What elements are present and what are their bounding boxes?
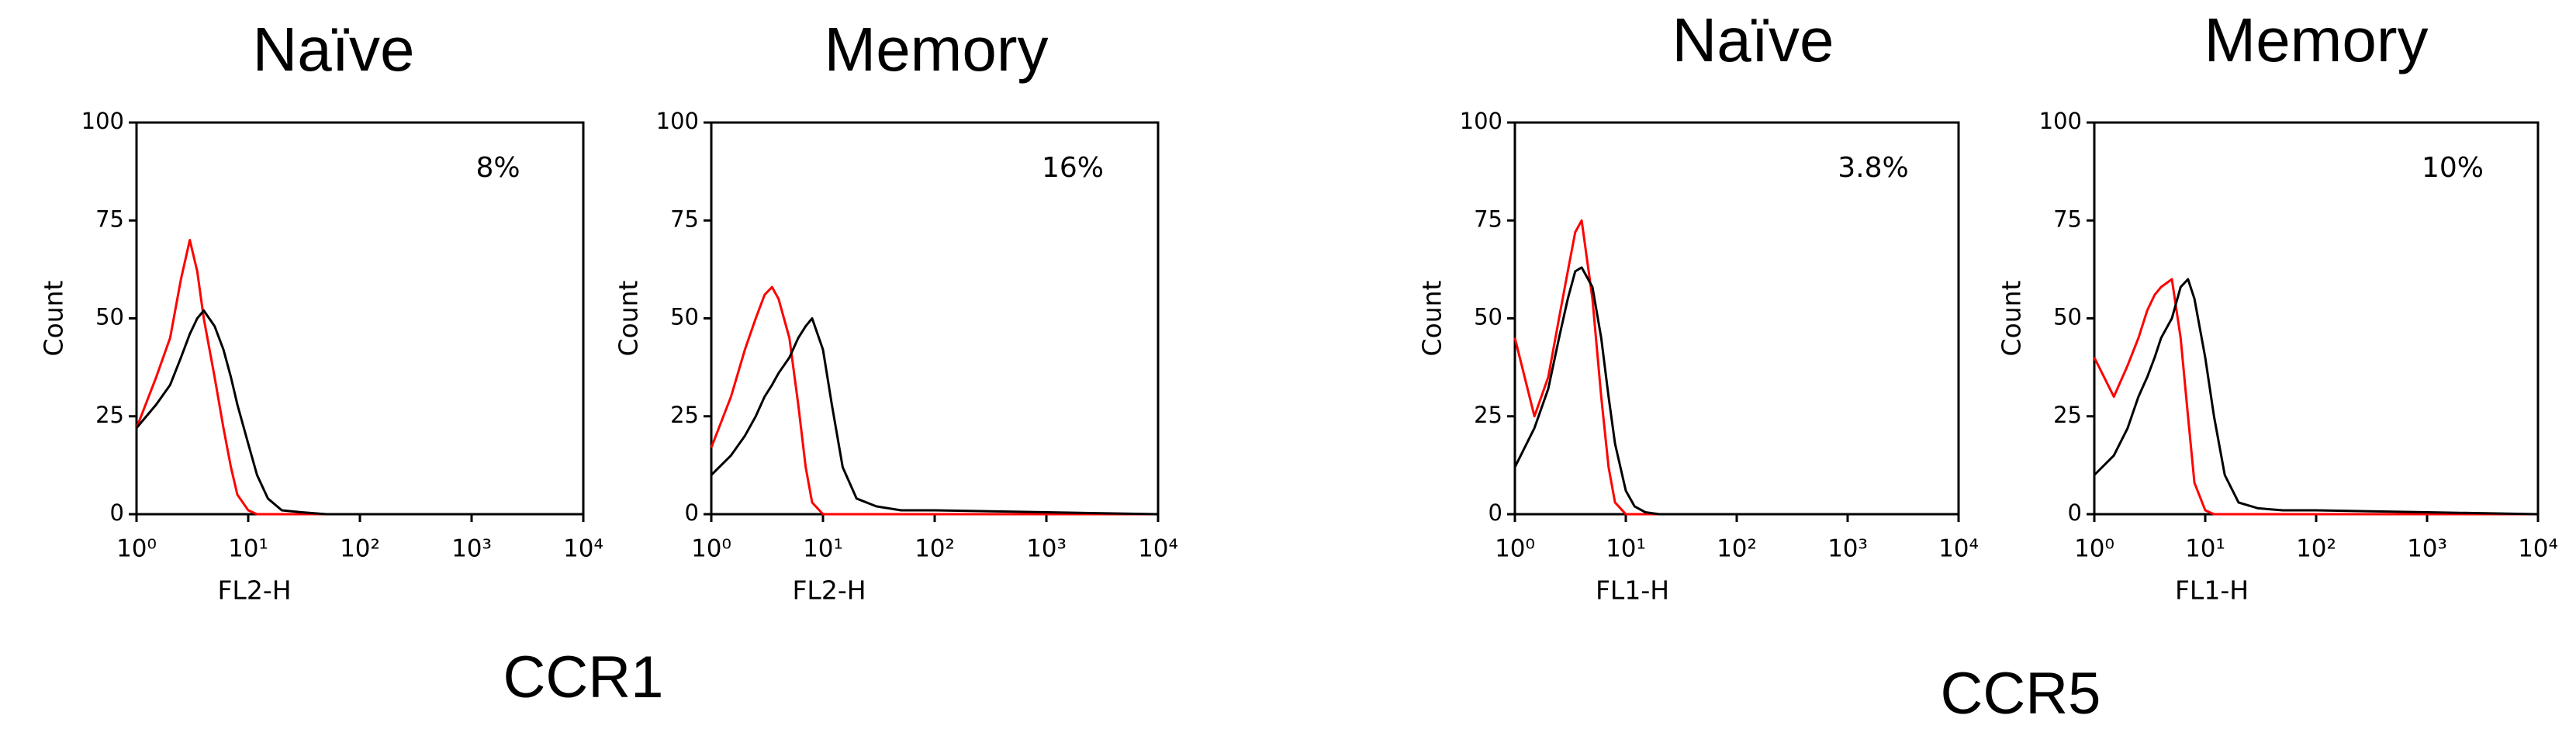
histogram-line <box>135 239 583 516</box>
y-tick-label: 0 <box>110 499 124 526</box>
x-tick-label: 10² <box>340 535 380 563</box>
y-tick-label: 25 <box>95 402 124 428</box>
annotation: 16% <box>1042 152 1104 184</box>
x-tick-label: 10¹ <box>2185 535 2225 563</box>
y-tick-label: 50 <box>1474 304 1502 330</box>
x-tick-label: 10⁴ <box>563 535 603 563</box>
x-axis-label: FL1-H <box>2175 575 2249 606</box>
y-tick-label: 75 <box>1474 206 1502 232</box>
y-tick-label: 25 <box>2053 402 2082 428</box>
chart-title: Naïve <box>1672 5 1834 74</box>
y-tick-label: 100 <box>81 108 124 134</box>
y-tick-label: 100 <box>656 108 699 134</box>
x-tick-label: 10³ <box>451 535 492 563</box>
group-label: CCR1 <box>503 644 664 710</box>
x-tick-label: 10² <box>1717 535 1757 563</box>
x-tick-label: 10⁰ <box>691 535 731 563</box>
y-axis-label: Count <box>1997 280 2027 356</box>
annotation: 3.8% <box>1838 152 1908 184</box>
y-axis-label: Count <box>1417 280 1447 356</box>
x-tick-label: 10³ <box>2407 535 2447 563</box>
group-label: CCR5 <box>1941 661 2101 727</box>
histogram-line <box>1513 219 1959 516</box>
y-tick-label: 75 <box>670 206 699 232</box>
x-tick-label: 10³ <box>1026 535 1067 563</box>
x-tick-label: 10² <box>915 535 955 563</box>
histogram-line <box>135 309 583 516</box>
x-axis-label: FL2-H <box>217 575 291 606</box>
chart-title: Memory <box>825 15 1049 84</box>
chart-title: Naïve <box>253 15 415 84</box>
histogram-line <box>2093 278 2539 516</box>
x-tick-label: 10¹ <box>1606 535 1646 563</box>
y-tick-label: 25 <box>670 402 699 428</box>
histogram-line <box>710 317 1159 516</box>
x-tick-label: 10⁰ <box>116 535 157 563</box>
y-tick-label: 75 <box>2053 206 2082 232</box>
y-tick-label: 50 <box>670 304 699 330</box>
x-tick-label: 10⁰ <box>2074 535 2114 563</box>
x-tick-label: 10⁰ <box>1495 535 1535 563</box>
y-tick-label: 50 <box>2053 304 2082 330</box>
y-axis-label: Count <box>39 280 69 356</box>
x-tick-label: 10⁴ <box>1138 535 1178 563</box>
x-axis-label: FL1-H <box>1596 575 1669 606</box>
histogram-line <box>2093 278 2538 516</box>
x-axis-label: FL2-H <box>792 575 866 606</box>
y-axis-label: Count <box>614 280 644 356</box>
chart-title: Memory <box>2204 5 2429 74</box>
y-tick-label: 50 <box>95 304 124 330</box>
y-tick-label: 100 <box>1460 108 1502 134</box>
y-tick-label: 100 <box>2039 108 2082 134</box>
x-tick-label: 10¹ <box>228 535 268 563</box>
annotation: 10% <box>2422 152 2484 184</box>
y-tick-label: 0 <box>2068 499 2082 526</box>
y-tick-label: 0 <box>1489 499 1502 526</box>
annotation: 8% <box>475 152 520 184</box>
y-tick-label: 75 <box>95 206 124 232</box>
x-tick-label: 10³ <box>1827 535 1868 563</box>
y-tick-label: 25 <box>1474 402 1502 428</box>
x-tick-label: 10¹ <box>803 535 843 563</box>
y-tick-label: 0 <box>685 499 699 526</box>
histogram-line <box>710 285 1158 516</box>
x-tick-label: 10² <box>2296 535 2336 563</box>
x-tick-label: 10⁴ <box>1938 535 1979 563</box>
histogram-line <box>1513 266 1959 516</box>
x-tick-label: 10⁴ <box>2518 535 2558 563</box>
